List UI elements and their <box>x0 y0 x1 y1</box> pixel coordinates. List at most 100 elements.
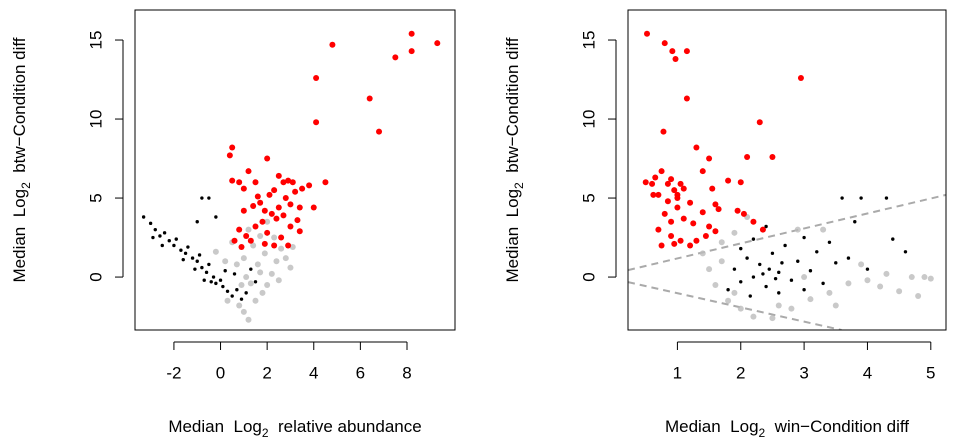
point <box>158 234 162 238</box>
point <box>644 30 651 37</box>
point <box>268 270 275 277</box>
point <box>236 179 243 186</box>
point <box>245 168 252 175</box>
y-axis-label: Median Log2 btw−Condition diff <box>10 37 33 282</box>
point <box>732 267 737 271</box>
point <box>225 289 230 293</box>
point <box>275 277 282 284</box>
point <box>773 276 778 281</box>
y-tick-label: 10 <box>86 110 105 129</box>
x-tick-label: 2 <box>736 363 745 382</box>
point <box>731 229 738 236</box>
point <box>229 177 236 184</box>
point <box>313 119 320 126</box>
point <box>257 269 264 276</box>
point <box>664 180 671 187</box>
point <box>207 196 211 200</box>
point <box>239 297 244 301</box>
y-axis-label: Median Log2 btw−Condition diff <box>503 37 526 282</box>
point <box>668 176 675 183</box>
point <box>769 153 776 160</box>
point <box>230 294 234 298</box>
point <box>767 267 771 271</box>
x-axis-label: Median Log2 win−Condition diff <box>665 417 909 440</box>
point <box>282 255 289 262</box>
point <box>652 174 659 181</box>
point <box>702 232 709 239</box>
point <box>903 250 908 254</box>
point <box>172 243 176 248</box>
point <box>726 288 730 292</box>
point <box>658 168 665 175</box>
point <box>750 313 757 320</box>
point <box>231 237 238 244</box>
point <box>190 256 195 260</box>
point <box>236 226 243 233</box>
point <box>680 215 687 222</box>
point <box>650 191 657 198</box>
point <box>160 243 164 248</box>
point <box>245 226 252 233</box>
point <box>661 40 668 47</box>
point <box>261 250 268 257</box>
x-tick-label: -2 <box>166 363 181 382</box>
point <box>801 274 808 281</box>
point <box>264 229 271 236</box>
point <box>734 207 741 214</box>
point <box>740 210 747 217</box>
y-tick-label: 15 <box>579 31 598 50</box>
point <box>706 266 713 273</box>
point <box>236 302 243 309</box>
point <box>845 280 852 287</box>
point <box>777 291 781 295</box>
point <box>179 248 183 252</box>
point <box>209 280 213 284</box>
point <box>186 245 190 249</box>
point <box>737 305 744 312</box>
point <box>329 41 336 48</box>
x-tick-label: 4 <box>309 363 318 382</box>
point <box>671 187 678 194</box>
point <box>759 226 766 233</box>
point <box>264 155 271 162</box>
point <box>788 305 795 312</box>
point <box>846 256 851 260</box>
x-tick-label: 1 <box>673 363 682 382</box>
point <box>271 187 278 194</box>
point <box>151 235 155 240</box>
point <box>222 258 229 265</box>
y-tick-label: 15 <box>86 31 105 50</box>
point <box>392 54 399 61</box>
point <box>915 293 922 300</box>
point <box>725 177 732 184</box>
point <box>287 201 294 208</box>
x-tick-label: 0 <box>216 363 225 382</box>
point <box>273 215 280 222</box>
point <box>434 40 441 47</box>
point <box>207 262 211 267</box>
point <box>280 212 287 219</box>
point <box>796 259 800 263</box>
point <box>891 237 895 241</box>
point <box>908 274 915 281</box>
point <box>751 237 756 241</box>
point <box>794 226 801 233</box>
point <box>243 274 250 281</box>
point <box>292 188 299 195</box>
point <box>672 55 679 62</box>
point <box>224 297 231 304</box>
point <box>261 207 268 214</box>
point <box>706 223 713 230</box>
point <box>769 315 776 322</box>
point <box>235 288 239 292</box>
y-tick-label: 0 <box>579 272 598 281</box>
point <box>737 179 744 186</box>
point <box>278 245 285 252</box>
point <box>693 144 700 151</box>
point <box>254 193 261 200</box>
point <box>261 240 268 247</box>
point <box>282 195 289 202</box>
point <box>725 297 732 304</box>
point <box>243 232 250 239</box>
x-axis-label: Median Log2 relative abundance <box>168 417 421 440</box>
